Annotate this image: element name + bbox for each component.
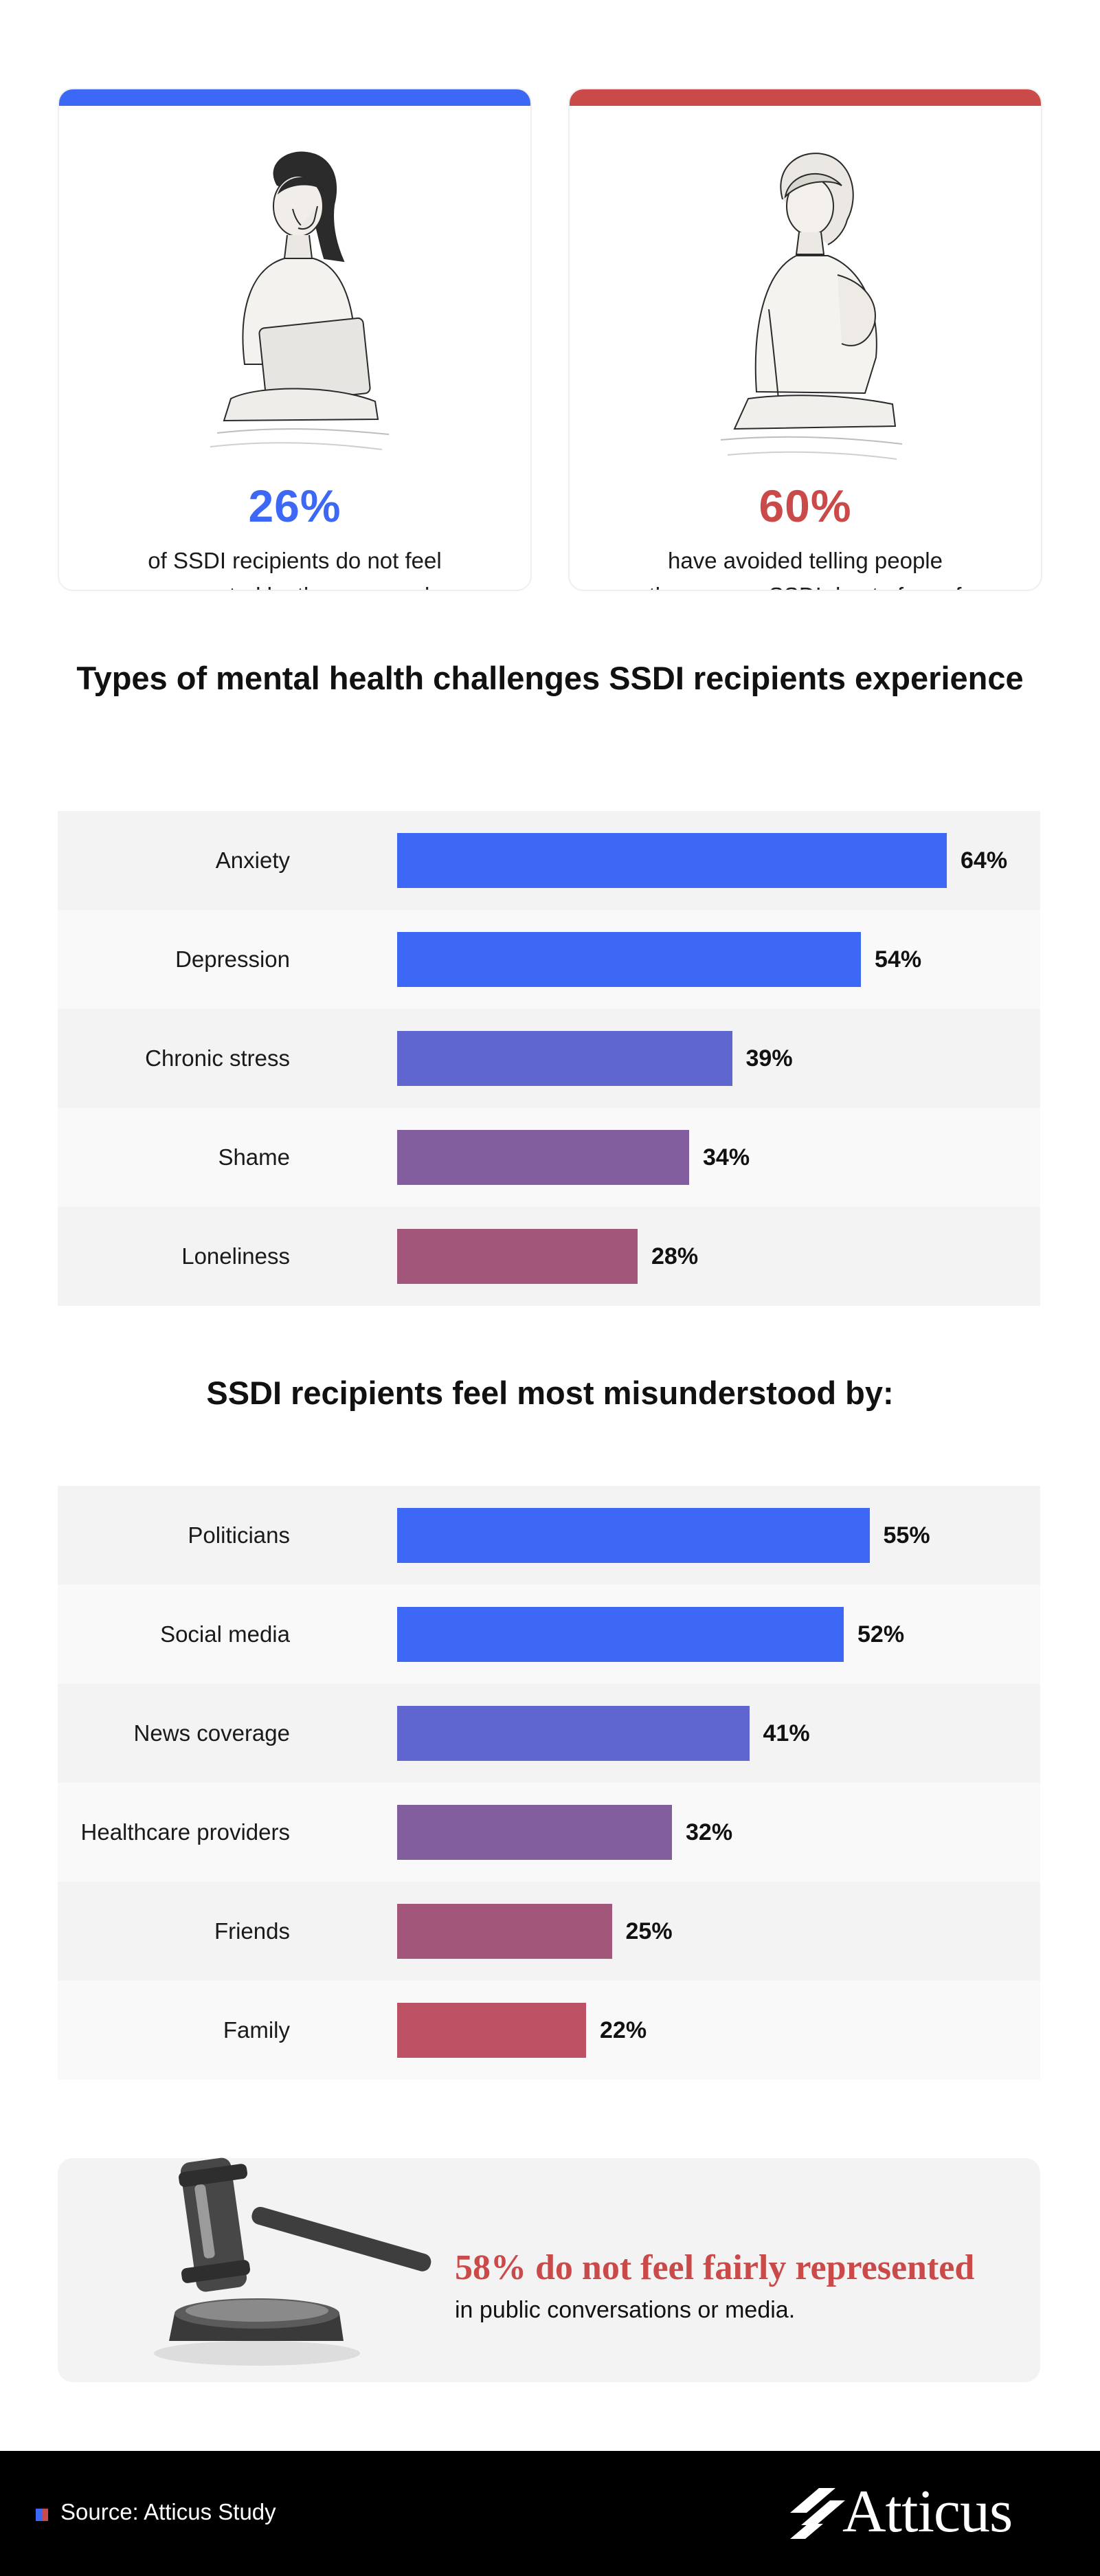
value-label: 55% [883, 1522, 930, 1548]
stat-description: have avoided telling people they are on … [649, 548, 962, 590]
chart-row: Loneliness 28% [58, 1207, 1040, 1306]
chart-row: Family 22% [58, 1981, 1040, 2080]
value-label: 28% [651, 1243, 699, 1269]
woman-with-back-pain-illustration [720, 153, 903, 460]
value-label: 39% [745, 1045, 793, 1072]
stat-percent: 26% [248, 480, 341, 531]
category-label: Loneliness [181, 1243, 290, 1269]
category-label: Anxiety [215, 847, 290, 873]
bar [397, 1130, 689, 1185]
misunderstood-bar-chart: Politicians 55% Social media 52% News covera… [58, 1486, 1040, 2080]
chart-row: Social media 52% [58, 1585, 1040, 1684]
stat-card-support: 26% of SSDI recipients do not feel suppo… [58, 88, 532, 591]
bar [397, 1607, 844, 1662]
callout-subtext: in public conversations or media. [455, 2297, 796, 2323]
category-label: Friends [214, 1918, 290, 1944]
bar [397, 1508, 870, 1563]
bar [397, 1229, 638, 1284]
callout-headline: 58% do not feel fairly represented [455, 2248, 975, 2287]
mental-health-bar-chart: Anxiety 64% Depression 54% Chronic stress 39%… [58, 811, 1040, 1306]
chart-row: Shame 34% [58, 1108, 1040, 1207]
bar [397, 1706, 750, 1761]
bar [397, 1805, 672, 1860]
value-label: 54% [875, 946, 922, 973]
representation-callout: 58% do not feel fairly represented in pu… [58, 2157, 1040, 2382]
chart-row: News coverage 41% [58, 1684, 1040, 1783]
chart-row: Friends 25% [58, 1882, 1040, 1981]
category-label: Social media [160, 1621, 290, 1647]
value-label: 41% [763, 1720, 810, 1746]
card-accent-bar [570, 89, 1041, 106]
stat-description: of SSDI recipients do not feel supported… [148, 548, 442, 590]
value-label: 52% [857, 1621, 905, 1647]
value-label: 64% [961, 847, 1008, 874]
bar [397, 833, 947, 888]
chart-row: Anxiety 64% [58, 811, 1040, 910]
chart-title-misunderstood: SSDI recipients feel most misunderstood … [206, 1375, 894, 1411]
category-label: Shame [218, 1144, 290, 1170]
category-label: News coverage [133, 1720, 290, 1746]
chart-row: Healthcare providers 32% [58, 1783, 1040, 1882]
source-bullet-icon [36, 2509, 48, 2521]
value-label: 25% [625, 1918, 673, 1944]
category-label: Family [223, 2017, 290, 2043]
footer: Source: Atticus Study Atticus [0, 2451, 1100, 2576]
woman-with-laptop-illustration [210, 151, 390, 450]
card-accent-bar [59, 89, 530, 106]
value-label: 34% [703, 1144, 750, 1170]
chart-row: Politicians 55% [58, 1486, 1040, 1585]
chart-row: Depression 54% [58, 910, 1040, 1009]
bar [397, 2003, 586, 2058]
atticus-logo-mark-icon [790, 2488, 845, 2539]
bar [397, 932, 861, 987]
chart-title-mental-health: Types of mental health challenges SSDI r… [76, 660, 1024, 696]
gavel-icon [154, 2157, 431, 2366]
category-label: Politicians [188, 1522, 290, 1548]
chart-row: Chronic stress 39% [58, 1009, 1040, 1108]
value-label: 22% [600, 2017, 647, 2043]
bar [397, 1031, 732, 1086]
stat-card-stigma: 60% have avoided telling people they are… [568, 88, 1042, 591]
category-label: Healthcare providers [80, 1819, 290, 1845]
value-label: 32% [686, 1819, 733, 1845]
atticus-logo-text: Atticus [842, 2478, 1013, 2545]
category-label: Chronic stress [145, 1045, 290, 1071]
source-text: Source: Atticus Study [60, 2499, 276, 2524]
stat-percent: 60% [759, 480, 852, 531]
bar [397, 1904, 612, 1959]
category-label: Depression [175, 946, 290, 972]
